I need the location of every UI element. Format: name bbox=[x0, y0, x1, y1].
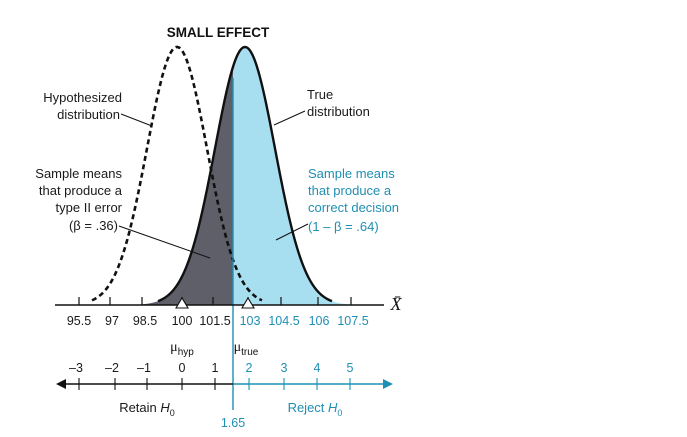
hyp-mean-marker-icon bbox=[175, 296, 189, 309]
z-tick-label-3: 3 bbox=[281, 361, 288, 375]
mu-hyp-label: μhyp bbox=[170, 340, 194, 358]
x-bar-symbol: X̄ bbox=[390, 294, 403, 314]
true-distribution-curve bbox=[157, 45, 333, 303]
x-tick-label-98-5: 98.5 bbox=[133, 314, 157, 328]
type-ii-label-line3: type II error bbox=[56, 200, 123, 215]
z-tick-label-minus1: –1 bbox=[137, 361, 151, 375]
correct-label-line2: that produce a bbox=[308, 183, 392, 198]
z-tick-label-minus3: –3 bbox=[69, 361, 83, 375]
type-ii-label-line2: that produce a bbox=[39, 183, 123, 198]
x-tick-label-101-5: 101.5 bbox=[199, 314, 230, 328]
z-tick-label-1: 1 bbox=[212, 361, 219, 375]
type-ii-label: Sample means that produce a type II erro… bbox=[35, 166, 211, 259]
z-axis-right-arrow-icon bbox=[383, 379, 393, 389]
z-tick-label-5: 5 bbox=[347, 361, 354, 375]
correct-label-line4: (1 – β = .64) bbox=[308, 219, 379, 234]
hypothesized-label-line1: Hypothesized bbox=[43, 90, 122, 105]
mu-true-label: μtrue bbox=[234, 340, 259, 358]
x-tick-label-106: 106 bbox=[309, 314, 330, 328]
hypothesized-label-line2: distribution bbox=[57, 107, 120, 122]
z-axis-left-arrow-icon bbox=[56, 379, 66, 389]
z-tick-label-4: 4 bbox=[314, 361, 321, 375]
x-tick-label-103: 103 bbox=[240, 314, 261, 328]
z-tick-label-2: 2 bbox=[246, 361, 253, 375]
correct-label-line3: correct decision bbox=[308, 200, 399, 215]
type-ii-label-line1: Sample means bbox=[35, 166, 122, 181]
true-label: True distribution bbox=[273, 87, 370, 126]
hypothesized-label: Hypothesized distribution bbox=[43, 90, 153, 127]
reject-h0-label: Reject H0 bbox=[288, 400, 343, 418]
retain-h0-label: Retain H0 bbox=[119, 400, 175, 418]
x-bar-axis: 95.5 97 98.5 100 101.5 103 104.5 106 107… bbox=[55, 294, 403, 328]
x-tick-label-107-5: 107.5 bbox=[337, 314, 368, 328]
correct-decision-region bbox=[233, 47, 392, 305]
true-label-line1: True bbox=[307, 87, 333, 102]
x-tick-label-104-5: 104.5 bbox=[268, 314, 299, 328]
hypothesized-leader-line bbox=[120, 113, 153, 127]
type-ii-error-region bbox=[50, 66, 233, 305]
z-tick-label-minus2: –2 bbox=[105, 361, 119, 375]
type-ii-leader-line bbox=[118, 225, 211, 259]
correct-leader-line bbox=[275, 223, 309, 241]
correct-decision-label: Sample means that produce a correct deci… bbox=[275, 166, 399, 241]
x-tick-label-95-5: 95.5 bbox=[67, 314, 91, 328]
true-mean-marker-icon bbox=[241, 296, 255, 309]
x-tick-label-100: 100 bbox=[172, 314, 193, 328]
type-ii-label-line4: (β = .36) bbox=[69, 218, 118, 233]
true-leader-line bbox=[273, 110, 306, 126]
z-axis: –3 –2 –1 0 1 2 3 4 5 Retain H0 Reject H0… bbox=[56, 361, 393, 430]
correct-label-line1: Sample means bbox=[308, 166, 395, 181]
figure-title: SMALL EFFECT bbox=[167, 25, 270, 40]
critical-value-label: 1.65 bbox=[221, 416, 245, 430]
z-tick-label-0: 0 bbox=[179, 361, 186, 375]
x-tick-label-97: 97 bbox=[105, 314, 119, 328]
true-label-line2: distribution bbox=[307, 104, 370, 119]
